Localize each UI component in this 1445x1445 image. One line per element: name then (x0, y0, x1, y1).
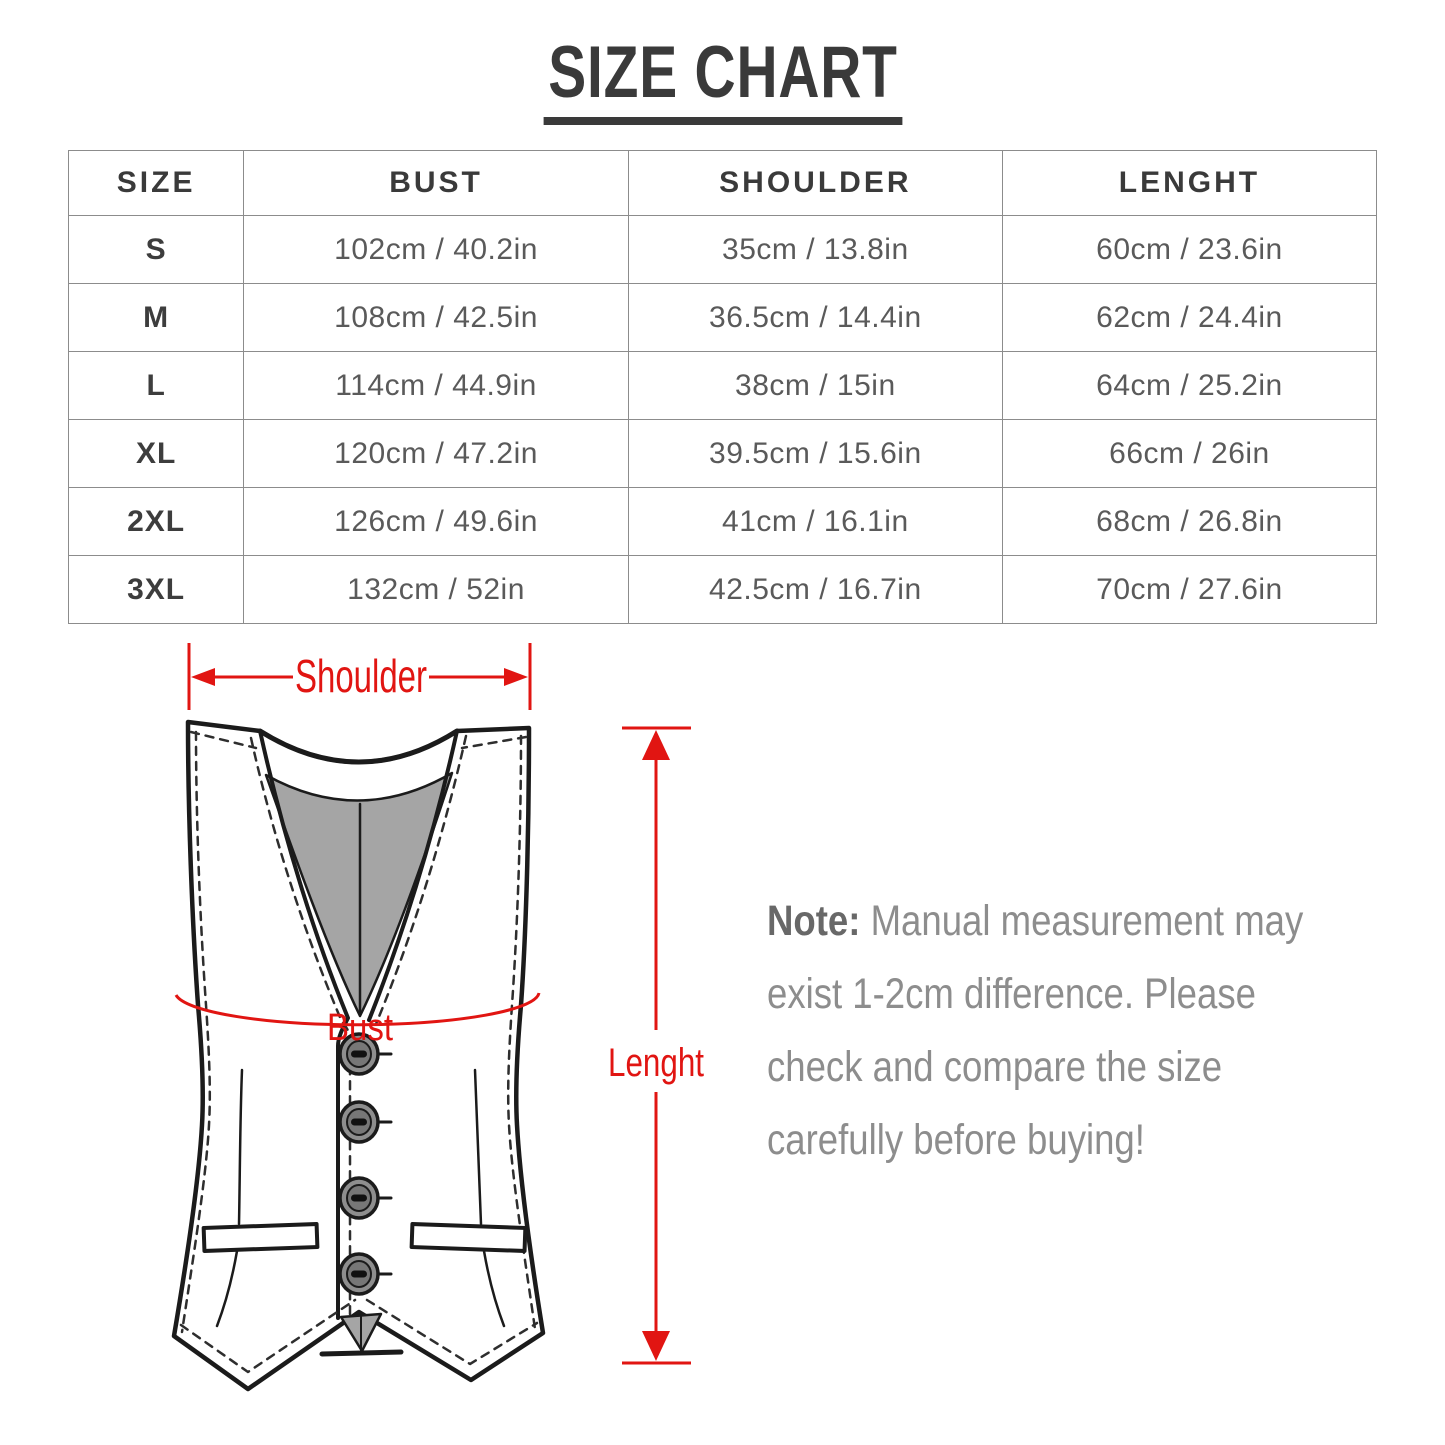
measurement-cell: 62cm / 24.4in (1001, 283, 1378, 352)
measurement-cell: 42.5cm / 16.7in (627, 555, 1003, 624)
table-row: 2XL 126cm / 49.6in 41cm / 16.1in 68cm / 26.… (67, 487, 1378, 556)
note-line: carefully before buying! (767, 1116, 1145, 1164)
measurement-annotations: Shoulder Bust Lenght (174, 643, 704, 1365)
measurement-cell: 38cm / 15in (627, 351, 1003, 420)
bust-label: Bust (327, 1007, 393, 1049)
header-shoulder: SHOULDER (627, 150, 1003, 216)
vest-neck-curve (257, 728, 460, 765)
header-length: LENGHT (1001, 150, 1378, 216)
note-line: Note: Manual measurement may (767, 885, 1345, 958)
note-label: Note: (767, 897, 861, 945)
button (338, 1100, 393, 1144)
note-line: check and compare the size (767, 1043, 1223, 1091)
vest-drawing (171, 719, 546, 1392)
measurement-cell: 68cm / 26.8in (1001, 487, 1378, 556)
size-cell: M (67, 283, 245, 352)
table-row: L 114cm / 44.9in 38cm / 15in 64cm / 25.2in (67, 351, 1378, 420)
vest-buttons (338, 1032, 393, 1296)
size-cell: 3XL (67, 555, 245, 624)
measurement-cell: 64cm / 25.2in (1001, 351, 1378, 420)
right-pocket-welt (409, 1222, 528, 1253)
measurement-cell: 35cm / 13.8in (627, 215, 1003, 284)
left-pocket-welt (201, 1222, 320, 1253)
length-label: Lenght (608, 1041, 704, 1085)
hem-notch-bar (319, 1349, 404, 1357)
measurement-cell: 36.5cm / 14.4in (627, 283, 1003, 352)
stitch-lines (179, 730, 539, 1374)
note-text: Manual measurement may (870, 897, 1304, 945)
table-row: 3XL 132cm / 52in 42.5cm / 16.7in 70cm / 27.… (67, 555, 1378, 624)
page-title: SIZE CHART (543, 36, 902, 125)
note-block: Note: Manual measurement may exist 1-2cm … (767, 885, 1345, 1177)
size-cell: XL (67, 419, 245, 488)
header-bust: BUST (243, 150, 629, 216)
length-measure-arrow (622, 726, 691, 1365)
vest-front-edge-left (258, 729, 350, 1320)
shoulder-measure-arrow (187, 643, 532, 710)
measurement-cell: 102cm / 40.2in (243, 215, 629, 284)
page-title-wrap: SIZE CHART (0, 36, 1445, 125)
size-cell: 2XL (67, 487, 245, 556)
measurement-cell: 114cm / 44.9in (243, 351, 629, 420)
note-line: exist 1-2cm difference. Please (767, 970, 1256, 1018)
button (338, 1176, 393, 1220)
dart-lines (215, 1068, 506, 1328)
table-header-row: SIZE BUST SHOULDER LENGHT (67, 150, 1378, 216)
size-cell: S (67, 215, 245, 284)
table-row: XL 120cm / 47.2in 39.5cm / 15.6in 66cm / 26… (67, 419, 1378, 488)
vest-measurement-diagram: Shoulder Bust Lenght (171, 643, 704, 1392)
header-size: SIZE (67, 150, 245, 216)
table-row: M 108cm / 42.5in 36.5cm / 14.4in 62cm / 24.… (67, 283, 1378, 352)
shoulder-label: Shoulder (295, 650, 427, 702)
button (338, 1252, 393, 1296)
size-cell: L (67, 351, 245, 420)
measurement-cell: 126cm / 49.6in (243, 487, 629, 556)
measurement-cell: 132cm / 52in (243, 555, 629, 624)
vest-front-edge-right (367, 729, 459, 1022)
measurement-cell: 60cm / 23.6in (1001, 215, 1378, 284)
measurement-cell: 66cm / 26in (1001, 419, 1378, 488)
measurement-cell: 70cm / 27.6in (1001, 555, 1378, 624)
measurement-cell: 108cm / 42.5in (243, 283, 629, 352)
bust-measure-ellipse (174, 992, 541, 1027)
size-chart-table: SIZE BUST SHOULDER LENGHT S 102cm / 40.2i… (67, 150, 1378, 624)
table-row: S 102cm / 40.2in 35cm / 13.8in 60cm / 23.6i… (67, 215, 1378, 284)
size-table-body: S 102cm / 40.2in 35cm / 13.8in 60cm / 23.6i… (67, 215, 1378, 624)
measurement-cell: 120cm / 47.2in (243, 419, 629, 488)
measurement-cell: 39.5cm / 15.6in (627, 419, 1003, 488)
button (338, 1032, 393, 1076)
measurement-cell: 41cm / 16.1in (627, 487, 1003, 556)
